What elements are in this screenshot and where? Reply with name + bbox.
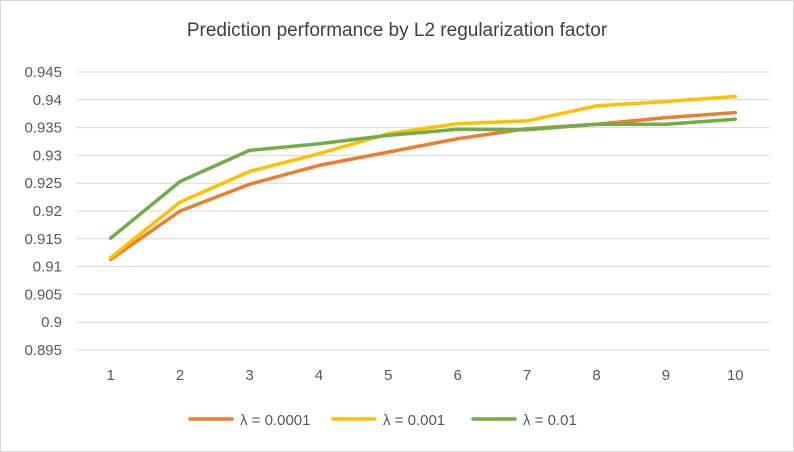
series-line-3: [108, 117, 738, 240]
legend-label-2: λ = 0.001: [383, 412, 445, 429]
chart-title: Prediction performance by L2 regularizat…: [187, 20, 608, 41]
legend-label-1: λ = 0.0001: [240, 412, 310, 429]
legend: λ = 0.0001 λ = 0.001 λ = 0.01: [188, 412, 577, 429]
x-tick-label: 5: [384, 367, 392, 384]
x-axis-ticks: 1 2 3 4 5 6 7 8 9 10: [107, 367, 744, 384]
x-tick-label: 7: [523, 367, 531, 384]
y-tick-label: 0.945: [24, 64, 62, 81]
x-tick-label: 1: [107, 367, 115, 384]
y-axis-ticks: 0.895 0.9 0.905 0.91 0.915 0.92 0.925 0.93 0.935…: [24, 64, 62, 359]
x-tick-label: 6: [454, 367, 462, 384]
y-tick-label: 0.935: [24, 120, 62, 137]
y-tick-label: 0.925: [24, 175, 62, 192]
y-tick-label: 0.915: [24, 231, 62, 248]
x-tick-label: 3: [245, 367, 253, 384]
legend-label-3: λ = 0.01: [523, 412, 577, 429]
series-line-1: [108, 110, 738, 262]
y-tick-label: 0.905: [24, 286, 62, 303]
y-tick-label: 0.94: [33, 92, 62, 109]
y-tick-label: 0.92: [33, 203, 62, 220]
x-tick-label: 2: [176, 367, 184, 384]
x-tick-label: 9: [662, 367, 670, 384]
y-tick-label: 0.9: [41, 314, 62, 331]
x-tick-label: 10: [727, 367, 744, 384]
y-tick-label: 0.93: [33, 147, 62, 164]
x-tick-label: 4: [315, 367, 323, 384]
series-layer: [108, 94, 738, 262]
y-tick-label: 0.91: [33, 259, 62, 276]
x-tick-label: 8: [592, 367, 600, 384]
y-tick-label: 0.895: [24, 342, 62, 359]
series-line-2: [108, 94, 738, 260]
